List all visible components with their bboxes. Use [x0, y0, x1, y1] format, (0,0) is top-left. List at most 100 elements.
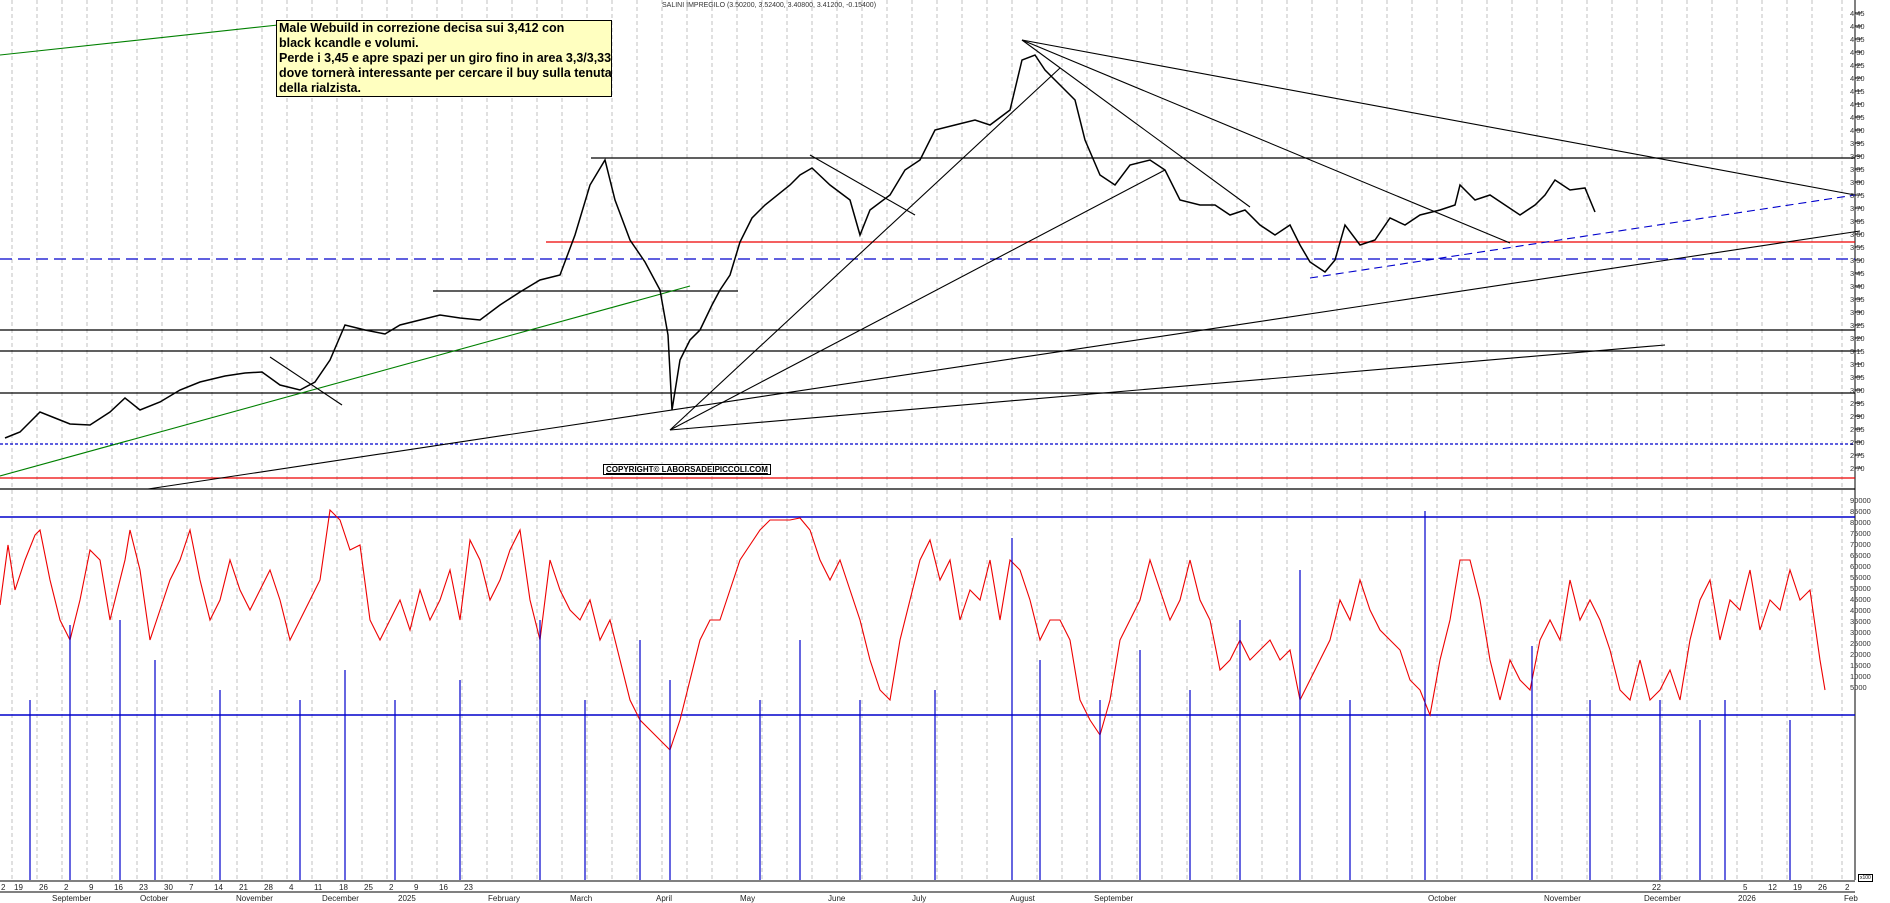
day-label: 7	[189, 883, 194, 892]
volume-tick: 30000	[1850, 628, 1871, 637]
price-tick: 4.45	[1850, 9, 1865, 18]
price-tick: 3.60	[1850, 230, 1865, 239]
price-tick: 3.35	[1850, 295, 1865, 304]
day-label: 21	[239, 883, 248, 892]
month-label: August	[1010, 894, 1035, 903]
month-label: April	[656, 894, 673, 903]
volume-baseline	[0, 740, 1822, 880]
price-tick: 3.70	[1850, 204, 1865, 213]
month-label: July	[912, 894, 927, 903]
price-tick: 2.70	[1850, 464, 1865, 473]
volume-tick: 5000	[1850, 683, 1867, 692]
day-label: 16	[439, 883, 448, 892]
day-label: 2	[1845, 883, 1850, 892]
note-line: della rialzista.	[279, 81, 361, 95]
day-label: 4	[289, 883, 294, 892]
day-label: 19	[1793, 883, 1802, 892]
price-tick: 3.50	[1850, 256, 1865, 265]
month-label: February	[488, 894, 521, 903]
month-label: October	[1428, 894, 1457, 903]
day-label: 14	[214, 883, 223, 892]
price-tick: 2.95	[1850, 399, 1865, 408]
horizontal-levels	[0, 157, 1855, 716]
day-label: 9	[414, 883, 419, 892]
volume-tick: 25000	[1850, 639, 1871, 648]
volume-tick: 85000	[1850, 507, 1871, 516]
month-label: November	[236, 894, 273, 903]
note-line: dove tornerà interessante per cercare il…	[279, 66, 612, 80]
day-label: 19	[14, 883, 23, 892]
day-label: 30	[164, 883, 173, 892]
month-label: September	[52, 894, 92, 903]
price-tick: 4.00	[1850, 126, 1865, 135]
price-tick: 4.40	[1850, 22, 1865, 31]
day-label: 18	[339, 883, 348, 892]
day-label: 9	[89, 883, 94, 892]
price-tick: 3.15	[1850, 347, 1865, 356]
day-label: 2	[1, 883, 6, 892]
price-tick: 4.10	[1850, 100, 1865, 109]
day-label: 12	[1768, 883, 1777, 892]
price-tick: 2.80	[1850, 438, 1865, 447]
volume-tick: 75000	[1850, 529, 1871, 538]
volume-tick: 70000	[1850, 540, 1871, 549]
price-tick: 3.65	[1850, 217, 1865, 226]
price-tick: 3.75	[1850, 191, 1865, 200]
price-tick: 3.10	[1850, 360, 1865, 369]
volume-tick: 60000	[1850, 562, 1871, 571]
day-label: 11	[314, 883, 323, 892]
price-tick: 3.00	[1850, 386, 1865, 395]
oscillator-line	[0, 508, 1826, 752]
month-label: 2025	[398, 894, 416, 903]
price-tick: 3.85	[1850, 165, 1865, 174]
volume-tick: 90000	[1850, 496, 1871, 505]
price-tick: 3.80	[1850, 178, 1865, 187]
analysis-note: Male Webuild in correzione decisa sui 3,…	[276, 20, 612, 97]
price-axis-ticks	[1855, 12, 1862, 469]
vertical-grid	[11, 0, 1843, 880]
day-label: 2	[64, 883, 69, 892]
price-path	[4, 54, 1596, 439]
day-label: 22	[1652, 883, 1661, 892]
month-label: December	[322, 894, 359, 903]
note-line: black kcandle e volumi.	[279, 36, 419, 50]
day-label: 28	[264, 883, 273, 892]
day-label: 25	[364, 883, 373, 892]
price-tick: 4.30	[1850, 48, 1865, 57]
volume-unit-label: x100	[1858, 874, 1873, 882]
month-label: June	[828, 894, 846, 903]
price-tick: 3.25	[1850, 321, 1865, 330]
price-tick: 3.30	[1850, 308, 1865, 317]
volume-tick: 65000	[1850, 551, 1871, 560]
price-tick: 3.05	[1850, 373, 1865, 382]
month-label: October	[140, 894, 169, 903]
volume-tick: 35000	[1850, 617, 1871, 626]
day-label: 26	[1818, 883, 1827, 892]
note-line: Male Webuild in correzione decisa sui 3,…	[279, 21, 565, 35]
chart-title: SALINI IMPREGILO (3.50200, 3.52400, 3.40…	[662, 2, 877, 9]
copyright-label: COPYRIGHT© LABORSADEIPICCOLI.COM	[603, 464, 771, 475]
day-label: 16	[114, 883, 123, 892]
trend-lines	[0, 24, 1861, 490]
price-tick: 3.20	[1850, 334, 1865, 343]
price-tick: 4.20	[1850, 74, 1865, 83]
day-label: 26	[39, 883, 48, 892]
volume-tick: 15000	[1850, 661, 1871, 670]
day-label: 5	[1743, 883, 1748, 892]
day-label: 2	[389, 883, 394, 892]
price-tick: 3.90	[1850, 152, 1865, 161]
price-tick: 3.40	[1850, 282, 1865, 291]
month-label: March	[570, 894, 593, 903]
price-tick: 4.15	[1850, 87, 1865, 96]
price-tick: 3.55	[1850, 243, 1865, 252]
price-tick: 4.25	[1850, 61, 1865, 70]
price-tick: 2.85	[1850, 425, 1865, 434]
volume-tick: 10000	[1850, 672, 1871, 681]
month-label: November	[1544, 894, 1581, 903]
month-label: December	[1644, 894, 1681, 903]
month-label: May	[740, 894, 756, 903]
volume-bars	[29, 511, 1791, 880]
price-tick: 2.75	[1850, 451, 1865, 460]
price-tick: 3.45	[1850, 269, 1865, 278]
volume-tick: 20000	[1850, 650, 1871, 659]
